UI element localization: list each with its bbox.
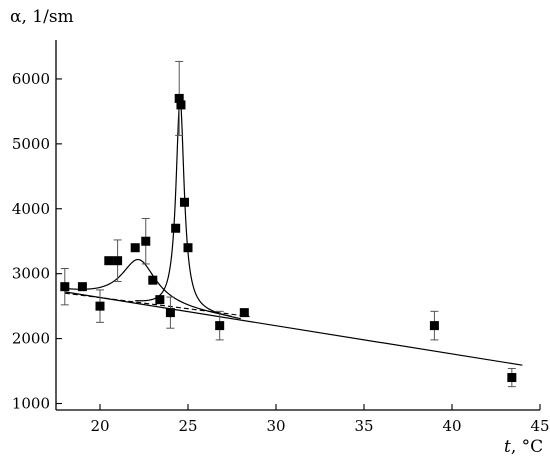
data-point	[179, 197, 189, 207]
error-bars	[60, 60, 516, 388]
x-tick-label: 25	[178, 417, 197, 435]
data-point	[215, 321, 225, 331]
data-points	[60, 93, 517, 383]
data-point	[148, 275, 158, 285]
data-point	[141, 236, 151, 246]
x-axis-var: t	[504, 437, 511, 457]
x-tick-label: 20	[90, 417, 109, 435]
peak-curve-2	[135, 98, 241, 320]
y-tick-label: 2000	[12, 330, 50, 348]
peak-curve-1	[64, 258, 233, 318]
x-tick-label: 35	[354, 417, 373, 435]
data-point	[174, 93, 184, 103]
data-point	[77, 282, 87, 292]
data-point	[165, 308, 175, 318]
x-ticks: 20 25 30 35 40 45	[90, 404, 550, 435]
x-axis-title: t, °C	[504, 437, 543, 457]
data-point	[239, 308, 249, 318]
y-tick-label: 5000	[12, 135, 50, 153]
data-point	[104, 256, 114, 266]
y-tick-label: 6000	[12, 70, 50, 88]
data-point	[429, 321, 439, 331]
data-point	[507, 373, 517, 383]
x-axis-unit: , °C	[511, 437, 543, 457]
data-point	[113, 256, 123, 266]
y-tick-label: 4000	[12, 200, 50, 218]
y-ticks: 1000 2000 3000 4000 5000 6000	[12, 70, 62, 413]
data-point	[130, 243, 140, 253]
axes	[55, 40, 540, 411]
y-axis-title: α, 1/sm	[10, 7, 74, 27]
y-tick-label: 3000	[12, 265, 50, 283]
data-point	[60, 282, 70, 292]
data-point	[171, 223, 181, 233]
x-tick-label: 30	[266, 417, 285, 435]
data-point	[183, 243, 193, 253]
y-tick-label: 1000	[12, 395, 50, 413]
x-tick-label: 45	[530, 417, 549, 435]
data-point	[176, 100, 186, 110]
x-tick-label: 40	[442, 417, 461, 435]
data-point	[95, 301, 105, 311]
data-point	[155, 295, 165, 305]
fit-lines	[64, 98, 523, 366]
baseline-line	[64, 291, 523, 366]
